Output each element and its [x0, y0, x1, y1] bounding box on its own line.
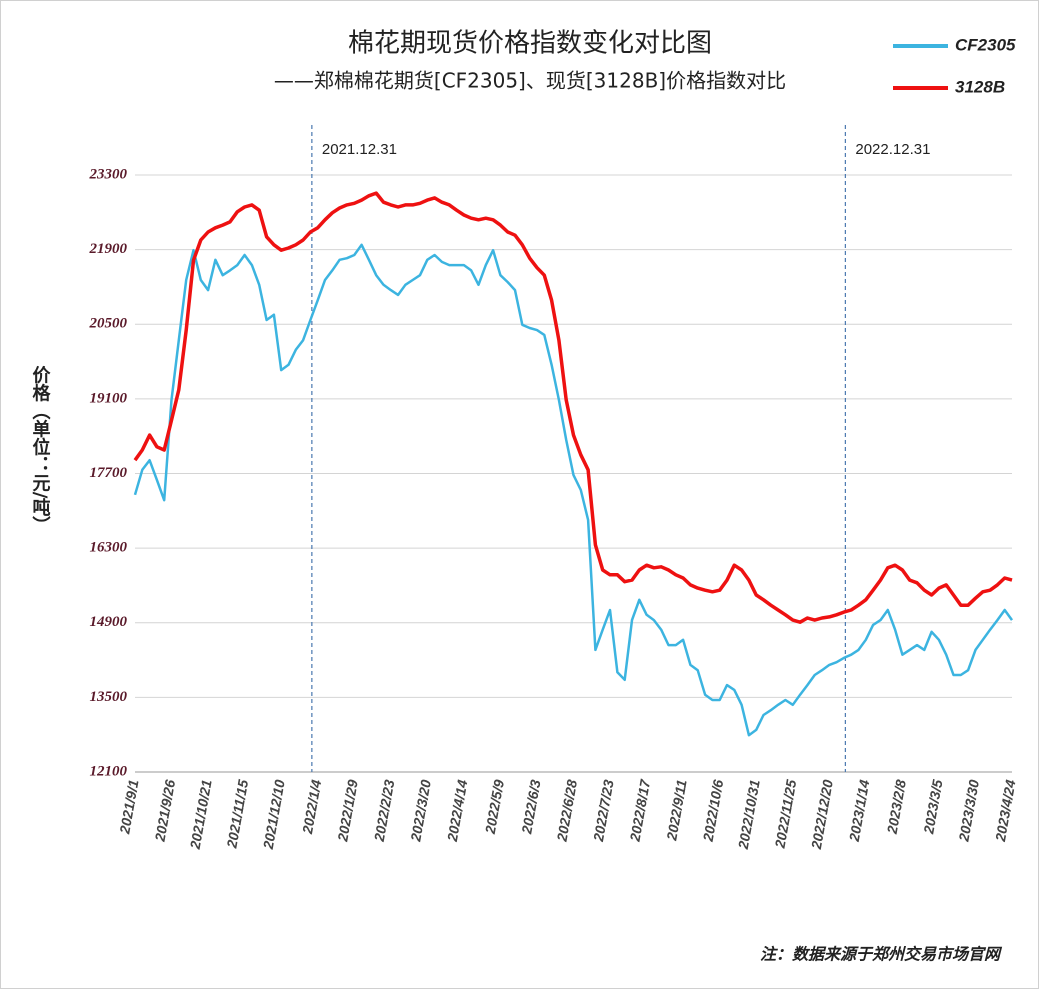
y-tick-label: 20500	[89, 316, 128, 332]
series-line	[133, 191, 1013, 624]
y-tick-label: 12100	[90, 763, 128, 779]
y-tick-label: 21900	[89, 241, 128, 257]
note: 注：数据来源于郑州交易市场官网	[760, 945, 1003, 964]
series-line	[133, 243, 1014, 737]
y-tick-label: 23300	[89, 166, 128, 182]
y-tick-label: 14900	[90, 614, 128, 630]
annotation-label: 2021.12.31	[322, 141, 397, 158]
chart-title: 棉花期现货价格指数变化对比图	[348, 29, 712, 59]
legend-label: CF2305	[955, 35, 1016, 54]
legend-label: 3128B	[955, 77, 1005, 96]
annotation-label: 2022.12.31	[855, 141, 930, 158]
y-tick-label: 17700	[90, 465, 128, 481]
y-tick-label: 13500	[90, 689, 128, 705]
y-tick-label: 16300	[90, 540, 128, 556]
y-tick-label: 19100	[90, 390, 128, 406]
y-axis-label: 价格（单位：元/吨）	[30, 366, 51, 535]
chart-subtitle: ——郑棉棉花期货[CF2305]、现货[3128B]价格指数对比	[274, 69, 786, 93]
